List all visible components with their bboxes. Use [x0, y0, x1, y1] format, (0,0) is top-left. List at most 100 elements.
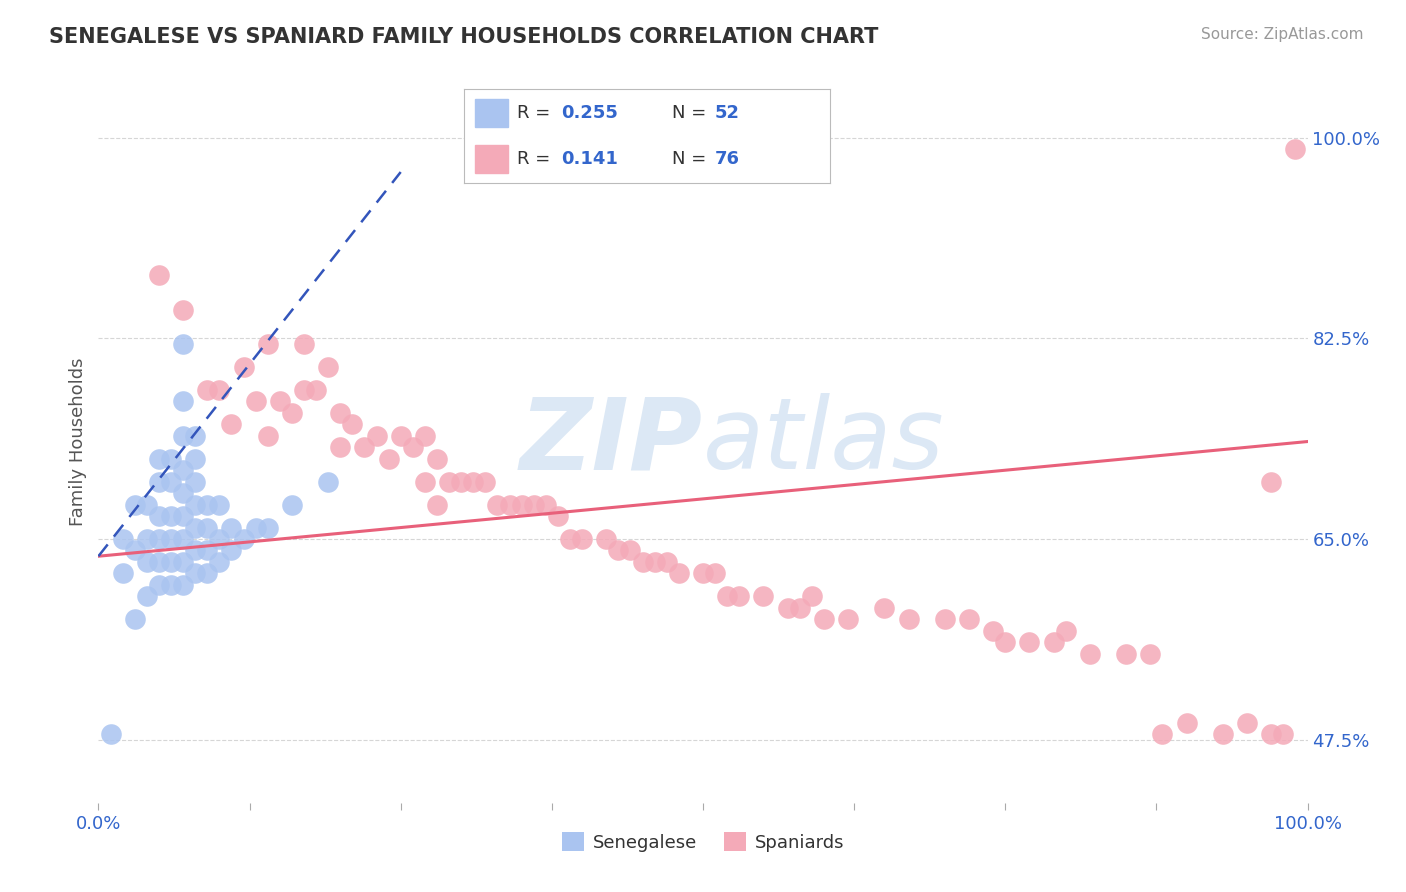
Point	[221, 543, 243, 558]
Point	[195, 498, 218, 512]
Point	[1212, 727, 1234, 741]
Point	[366, 429, 388, 443]
Text: 0.141: 0.141	[561, 150, 617, 168]
Point	[195, 543, 218, 558]
Point	[184, 451, 207, 466]
Point	[1260, 727, 1282, 741]
Legend: Senegalese, Spaniards: Senegalese, Spaniards	[554, 825, 852, 859]
Point	[184, 498, 207, 512]
Point	[100, 727, 122, 741]
Point	[281, 406, 304, 420]
Point	[523, 498, 546, 512]
Point	[232, 532, 254, 546]
Point	[208, 383, 231, 397]
Point	[221, 520, 243, 534]
Point	[172, 337, 194, 351]
Text: atlas: atlas	[703, 393, 945, 490]
Point	[1152, 727, 1174, 741]
Point	[1042, 635, 1064, 649]
Point	[281, 498, 304, 512]
Point	[292, 383, 315, 397]
Point	[353, 440, 375, 454]
Point	[160, 475, 183, 489]
Point	[1078, 647, 1101, 661]
Point	[981, 624, 1004, 638]
Y-axis label: Family Households: Family Households	[69, 358, 87, 525]
Point	[716, 590, 738, 604]
Point	[148, 509, 170, 524]
Point	[172, 509, 194, 524]
Point	[135, 590, 157, 604]
Text: SENEGALESE VS SPANIARD FAMILY HOUSEHOLDS CORRELATION CHART: SENEGALESE VS SPANIARD FAMILY HOUSEHOLDS…	[49, 27, 879, 46]
Point	[245, 520, 267, 534]
Point	[558, 532, 581, 546]
Point	[1284, 142, 1306, 156]
Point	[619, 543, 641, 558]
Point	[184, 475, 207, 489]
Text: N =: N =	[672, 150, 713, 168]
Point	[111, 532, 134, 546]
Point	[655, 555, 678, 569]
Point	[316, 359, 339, 374]
Point	[160, 555, 183, 569]
Point	[329, 440, 352, 454]
Point	[934, 612, 956, 626]
Point	[135, 498, 157, 512]
Point	[813, 612, 835, 626]
Bar	[475, 98, 508, 127]
Point	[534, 498, 557, 512]
Point	[221, 417, 243, 432]
Point	[172, 394, 194, 409]
Point	[172, 302, 194, 317]
Point	[111, 566, 134, 581]
Point	[208, 555, 231, 569]
Point	[135, 532, 157, 546]
Point	[1272, 727, 1295, 741]
Point	[195, 383, 218, 397]
Point	[752, 590, 775, 604]
Point	[245, 394, 267, 409]
Point	[1054, 624, 1077, 638]
Point	[184, 566, 207, 581]
Point	[498, 498, 520, 512]
Point	[450, 475, 472, 489]
Point	[269, 394, 291, 409]
Point	[789, 600, 811, 615]
Point	[631, 555, 654, 569]
Point	[413, 475, 436, 489]
Point	[232, 359, 254, 374]
Text: 76: 76	[714, 150, 740, 168]
Point	[172, 463, 194, 477]
Point	[124, 543, 146, 558]
Point	[413, 429, 436, 443]
Point	[510, 498, 533, 512]
Point	[256, 429, 278, 443]
Point	[208, 498, 231, 512]
Point	[172, 429, 194, 443]
Point	[486, 498, 509, 512]
Point	[256, 337, 278, 351]
Point	[124, 612, 146, 626]
Point	[704, 566, 727, 581]
Point	[692, 566, 714, 581]
Point	[184, 429, 207, 443]
Point	[1236, 715, 1258, 730]
Point	[389, 429, 412, 443]
Text: 0.255: 0.255	[561, 104, 617, 122]
Text: 52: 52	[714, 104, 740, 122]
Point	[148, 532, 170, 546]
Point	[776, 600, 799, 615]
Point	[1260, 475, 1282, 489]
Point	[305, 383, 328, 397]
Point	[160, 509, 183, 524]
Point	[873, 600, 896, 615]
Point	[329, 406, 352, 420]
Point	[668, 566, 690, 581]
Point	[160, 578, 183, 592]
Point	[148, 578, 170, 592]
Point	[547, 509, 569, 524]
Text: N =: N =	[672, 104, 713, 122]
Point	[1175, 715, 1198, 730]
Text: ZIP: ZIP	[520, 393, 703, 490]
Point	[644, 555, 666, 569]
